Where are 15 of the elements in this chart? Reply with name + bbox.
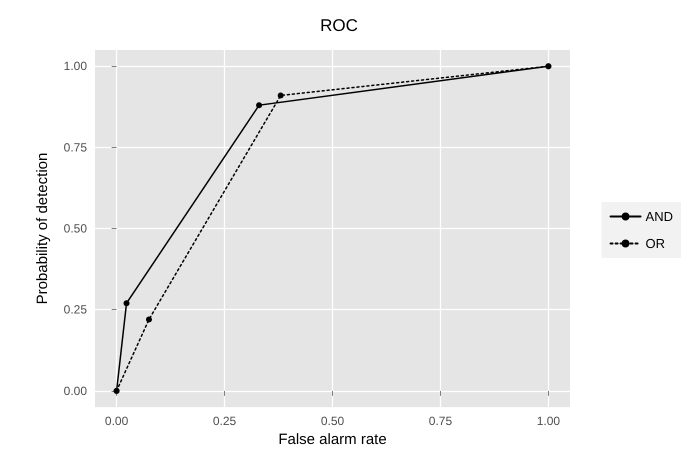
y-tick-label: 0.00 bbox=[64, 384, 88, 398]
x-axis-title: False alarm rate bbox=[278, 431, 387, 448]
legend-label: AND bbox=[646, 209, 674, 224]
chart-title: ROC bbox=[320, 16, 358, 35]
x-tick-label: 1.00 bbox=[536, 414, 560, 428]
x-tick-label: 0.25 bbox=[212, 414, 237, 428]
y-axis-title: Probability of detection bbox=[34, 152, 51, 304]
y-tick-label: 0.50 bbox=[64, 222, 88, 236]
x-tick-label: 0.50 bbox=[320, 414, 344, 428]
y-tick-label: 0.25 bbox=[64, 302, 88, 317]
x-tick-label: 0.75 bbox=[428, 414, 452, 428]
y-tick-label: 0.75 bbox=[64, 140, 88, 154]
x-tick-label: 0.00 bbox=[104, 414, 129, 428]
legend-label: OR bbox=[646, 236, 666, 251]
y-tick-label: 1.00 bbox=[64, 59, 88, 74]
